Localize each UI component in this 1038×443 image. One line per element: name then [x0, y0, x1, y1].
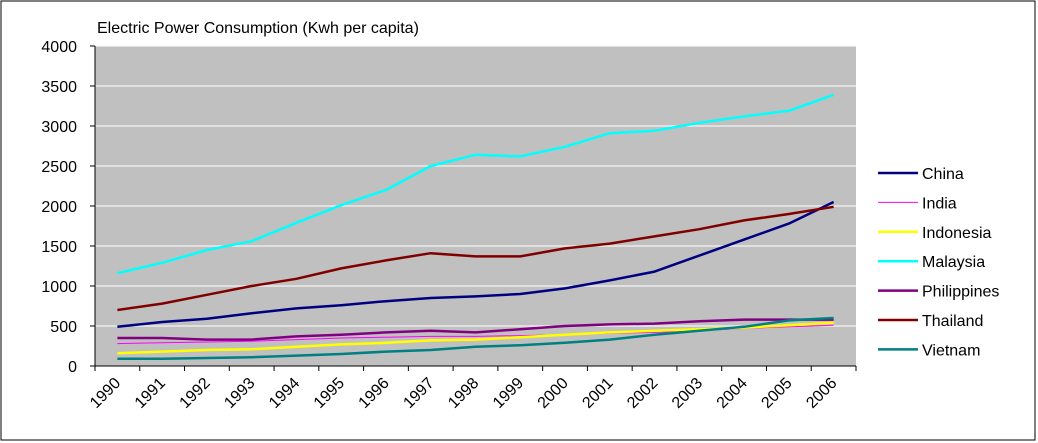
- series-line: [117, 200, 835, 329]
- legend-label: Malaysia: [922, 254, 985, 271]
- legend-label: China: [922, 166, 964, 183]
- legend-label: Indonesia: [922, 225, 991, 242]
- y-tick-label: 3000: [41, 119, 77, 136]
- y-tick-label: 1000: [41, 279, 77, 296]
- legend-label: Thailand: [922, 313, 983, 330]
- series-line: [117, 318, 834, 341]
- series-line: [117, 93, 835, 275]
- y-tick-label: 2500: [41, 159, 77, 176]
- chart-title: Electric Power Consumption (Kwh per capi…: [97, 20, 419, 37]
- y-tick-label: 1500: [41, 239, 77, 256]
- y-tick-label: 0: [68, 359, 77, 376]
- y-tick-label: 500: [50, 319, 77, 336]
- legend-label: Philippines: [922, 284, 999, 301]
- legend-label: India: [922, 195, 957, 212]
- series-line: [117, 316, 834, 361]
- y-tick-label: 2000: [41, 199, 77, 216]
- y-tick-label: 4000: [41, 39, 77, 56]
- series-line: [117, 205, 834, 312]
- legend-label: Vietnam: [922, 342, 980, 359]
- y-tick-label: 3500: [41, 79, 77, 96]
